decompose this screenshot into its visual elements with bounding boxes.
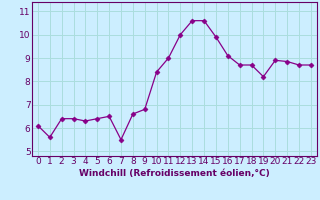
X-axis label: Windchill (Refroidissement éolien,°C): Windchill (Refroidissement éolien,°C) <box>79 169 270 178</box>
